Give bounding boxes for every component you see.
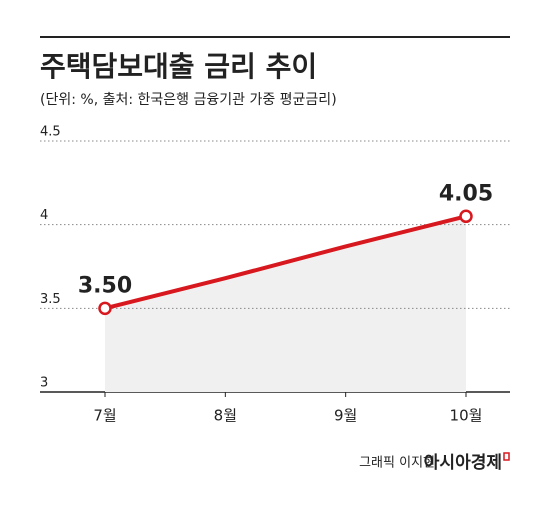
brand-icon: [503, 452, 510, 461]
area: [105, 216, 466, 392]
x-tick-label: 9월: [334, 407, 357, 425]
credit: 그래픽 이지현: [359, 456, 435, 471]
y-tick-label: 4.5: [40, 125, 61, 140]
point: [459, 209, 473, 224]
data-label: 3.50: [78, 273, 132, 298]
data-label: 4.05: [439, 181, 493, 206]
x-tick-label: 10월: [450, 407, 483, 425]
chart-title: 주택담보대출 금리 추이: [40, 50, 317, 83]
brand: 아시아경제: [424, 453, 502, 473]
y-tick-label: 4: [40, 208, 48, 223]
x-tick-label: 7월: [93, 407, 116, 425]
y-tick-label: 3: [40, 376, 48, 391]
x-tick-label: 8월: [214, 407, 237, 425]
line: [104, 214, 467, 311]
y-tick-label: 3.5: [40, 292, 61, 307]
point: [98, 301, 112, 316]
chart-subtitle: (단위: %, 출처: 한국은행 금융기관 가중 평균금리): [40, 92, 337, 108]
